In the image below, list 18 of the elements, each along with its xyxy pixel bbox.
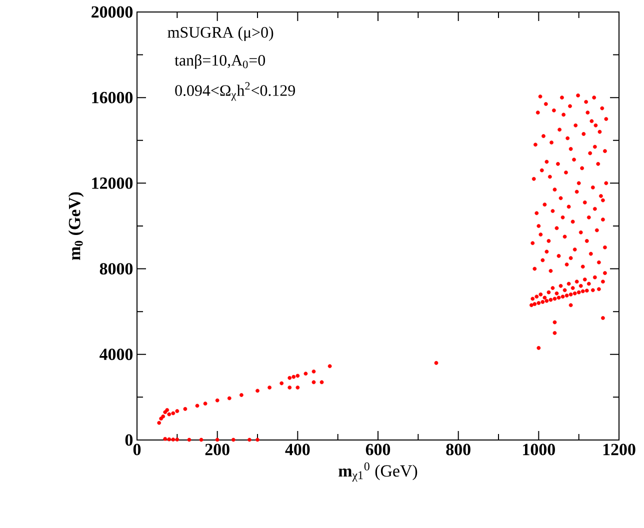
x-tick-label: 200 xyxy=(205,444,230,456)
y-tick-label: 8000 xyxy=(100,263,133,275)
y-tick-label: 4000 xyxy=(100,348,133,360)
x-tick-label: 800 xyxy=(446,444,470,456)
annotation: mSUGRA (μ>0) xyxy=(168,26,274,41)
x-tick-label: 400 xyxy=(285,444,310,456)
y-axis-title: m$_{0}$ (GeV) xyxy=(68,192,84,260)
x-tick-label: 600 xyxy=(366,444,390,456)
y-tick-label: 0 xyxy=(125,434,133,446)
annotation: 0.094<Ω$_{χ}$h$^{2}$<0.129 xyxy=(175,82,295,101)
y-tick-label: 20000 xyxy=(92,6,133,18)
annotation: tanβ=10,A$_{0}$=0 xyxy=(174,54,266,69)
x-tick-label: 1000 xyxy=(523,444,555,456)
x-axis-title: m$_{χ1}$$^{0}$ (GeV) xyxy=(338,462,418,482)
x-tick-label: 1200 xyxy=(603,444,636,456)
y-tick-label: 12000 xyxy=(92,177,133,189)
x-tick-label: 0 xyxy=(133,444,141,456)
y-tick-label: 16000 xyxy=(92,92,133,104)
